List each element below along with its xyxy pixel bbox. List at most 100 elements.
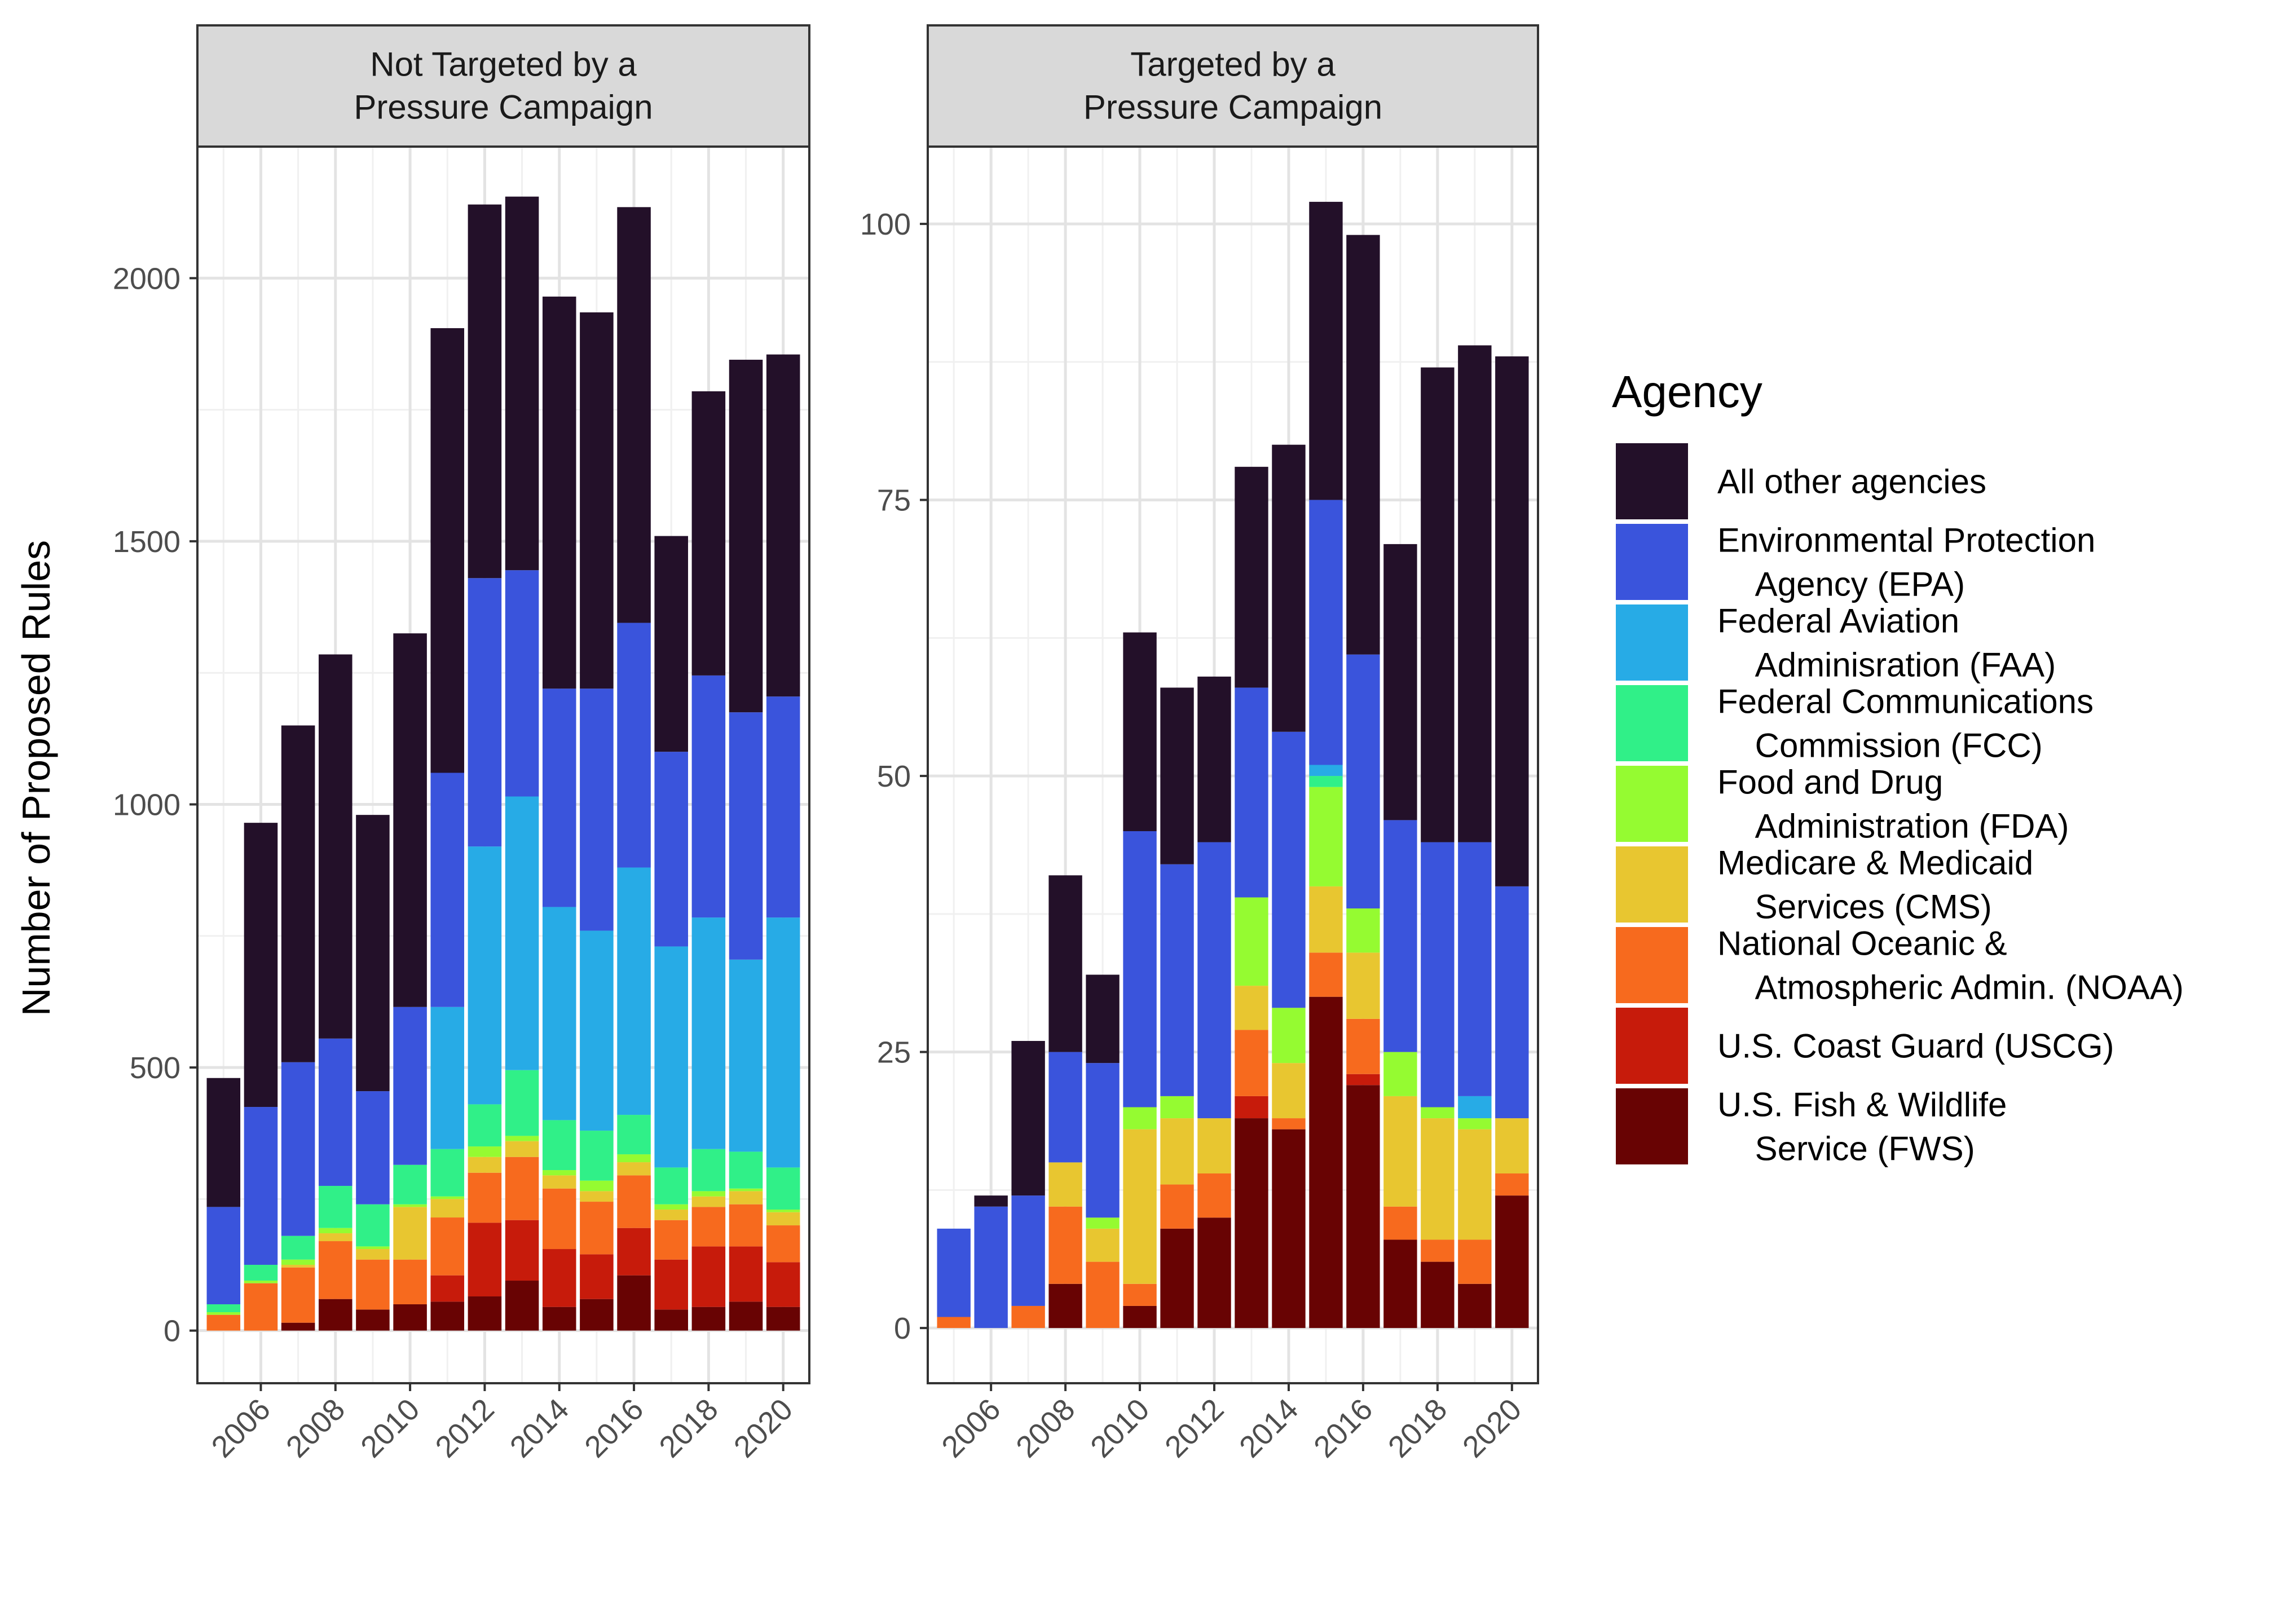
bar-segment-uscg-2018 xyxy=(691,1246,726,1307)
bar-segment-fda-2014 xyxy=(542,1170,576,1176)
y-tick-label: 0 xyxy=(164,1314,180,1348)
y-tick-label: 50 xyxy=(877,760,911,793)
bar-segment-epa-2006 xyxy=(974,1206,1008,1329)
bar-segment-noaa-2010 xyxy=(393,1259,427,1305)
bar-segment-fcc-2019 xyxy=(729,1151,763,1189)
bar-segment-epa-2016 xyxy=(617,623,651,868)
bar-segment-cms-2019 xyxy=(1458,1129,1492,1240)
legend-label-line: Services (CMS) xyxy=(1717,888,1992,926)
bar-segment-fcc-2005 xyxy=(206,1304,241,1313)
bar-segment-fda-2016 xyxy=(1346,908,1380,953)
bar-segment-uscg-2014 xyxy=(542,1249,576,1307)
bar-segment-cms-2019 xyxy=(729,1191,763,1204)
bar-segment-epa-2017 xyxy=(654,752,688,947)
legend-key-faa xyxy=(1616,604,1688,681)
bar-segment-uscg-2016 xyxy=(1346,1074,1380,1085)
bar-segment-fws-2016 xyxy=(617,1275,651,1331)
legend-item-cms: Medicare & Medicaid Services (CMS) xyxy=(1616,844,2033,926)
bar-segment-noaa-2005 xyxy=(206,1314,241,1331)
bar-segment-other-2006 xyxy=(974,1195,1008,1207)
bar-segment-fcc-2020 xyxy=(766,1167,800,1210)
bar-segment-faa-2017 xyxy=(654,946,688,1168)
bar-segment-noaa-2012 xyxy=(1197,1173,1231,1218)
bar-segment-cms-2011 xyxy=(1160,1118,1194,1185)
bar-segment-fws-2015 xyxy=(1309,996,1343,1329)
x-tick-label: 2006 xyxy=(205,1392,277,1464)
bar-segment-epa-2013 xyxy=(1235,687,1268,898)
bar-segment-noaa-2018 xyxy=(691,1207,726,1247)
bar-segment-epa-2015 xyxy=(580,689,614,931)
bar-segment-fcc-2006 xyxy=(244,1265,278,1281)
x-tick-label: 2014 xyxy=(1233,1392,1305,1464)
x-tick-label: 2016 xyxy=(578,1392,650,1464)
bar-segment-cms-2008 xyxy=(319,1233,352,1242)
bar-segment-faa-2019 xyxy=(1458,1096,1492,1119)
bar-segment-fws-2014 xyxy=(1272,1129,1306,1329)
legend-item-other: All other agencies xyxy=(1616,443,1986,519)
bar-segment-fda-2011 xyxy=(430,1196,465,1199)
x-tick-label: 2006 xyxy=(935,1392,1007,1464)
x-tick-label: 2010 xyxy=(1084,1392,1156,1464)
y-tick-label: 100 xyxy=(860,208,911,241)
bar-segment-fcc-2010 xyxy=(393,1164,427,1204)
bar-segment-faa-2018 xyxy=(691,917,726,1149)
bar-segment-fda-2010 xyxy=(393,1204,427,1207)
bar-segment-epa-2005 xyxy=(206,1207,241,1305)
legend-label-line: National Oceanic & xyxy=(1717,925,2007,963)
bar-segment-noaa-2016 xyxy=(1346,1018,1380,1074)
bar-segment-cms-2018 xyxy=(1421,1118,1455,1240)
bar-segment-epa-2005 xyxy=(937,1228,971,1317)
bar-segment-other-2010 xyxy=(1123,632,1157,831)
bar-segment-fda-2018 xyxy=(691,1191,726,1197)
bar-segment-fda-2019 xyxy=(1458,1118,1492,1129)
bar-segment-other-2009 xyxy=(1086,974,1120,1063)
facet-strip xyxy=(927,24,1539,148)
legend-item-fda: Food and Drug Administration (FDA) xyxy=(1616,764,2069,845)
bar-segment-noaa-2012 xyxy=(468,1172,502,1223)
bar-segment-other-2007 xyxy=(1011,1041,1045,1196)
bar-segment-cms-2017 xyxy=(654,1210,688,1220)
bar-segment-noaa-2007 xyxy=(281,1267,315,1323)
bar-segment-epa-2019 xyxy=(729,712,763,960)
x-tick-label: 2012 xyxy=(1158,1392,1230,1464)
facet-strip-label: Targeted by a Pressure Campaign xyxy=(1083,46,1382,126)
bar-segment-fws-2020 xyxy=(766,1307,800,1331)
bar-segment-noaa-2007 xyxy=(1011,1305,1045,1329)
bar-segment-epa-2007 xyxy=(1011,1195,1045,1306)
bar-segment-epa-2012 xyxy=(468,578,502,847)
bar-segment-noaa-2013 xyxy=(1235,1030,1268,1096)
bar-segment-cms-2013 xyxy=(1235,986,1268,1030)
bar-segment-cms-2020 xyxy=(766,1212,800,1226)
bar-segment-uscg-2011 xyxy=(430,1275,465,1302)
bar-segment-other-2014 xyxy=(1272,444,1306,732)
bar-segment-faa-2013 xyxy=(505,796,539,1070)
bar-segment-epa-2013 xyxy=(505,570,539,797)
bar-segment-other-2012 xyxy=(1197,676,1231,842)
y-tick-label: 75 xyxy=(877,484,911,518)
bar-segment-fcc-2016 xyxy=(617,1115,651,1155)
bar-segment-epa-2019 xyxy=(1458,842,1492,1096)
bar-segment-epa-2014 xyxy=(1272,731,1306,1008)
y-tick-label: 1500 xyxy=(113,525,180,559)
x-tick-label: 2012 xyxy=(429,1392,501,1464)
bar-segment-epa-2016 xyxy=(1346,654,1380,909)
legend: Agency All other agencies Environmental Pr… xyxy=(1612,367,2184,1168)
bar-segment-noaa-2010 xyxy=(1123,1283,1157,1306)
bar-segment-other-2018 xyxy=(691,391,726,676)
bar-segment-cms-2014 xyxy=(542,1175,576,1189)
bar-segment-other-2010 xyxy=(393,633,427,1007)
bar-segment-cms-2010 xyxy=(1123,1129,1157,1284)
bar-segment-fws-2018 xyxy=(691,1307,726,1331)
legend-label-line: Adminisration (FAA) xyxy=(1717,646,2056,684)
bar-segment-fda-2017 xyxy=(654,1204,688,1210)
bar-segment-fcc-2007 xyxy=(281,1235,315,1260)
bar-segment-other-2013 xyxy=(505,196,539,571)
bar-segment-epa-2011 xyxy=(1160,864,1194,1096)
facet-strip-label: Not Targeted by a Pressure Campaign xyxy=(354,46,653,126)
facet-strip-line: Targeted by a xyxy=(1130,46,1336,83)
bar-segment-other-2006 xyxy=(244,823,278,1107)
bar-segment-other-2016 xyxy=(1346,235,1380,655)
y-tick-label: 500 xyxy=(130,1051,180,1085)
legend-label-line: Service (FWS) xyxy=(1717,1130,1975,1168)
legend-label-cms: Medicare & Medicaid Services (CMS) xyxy=(1717,844,2033,926)
